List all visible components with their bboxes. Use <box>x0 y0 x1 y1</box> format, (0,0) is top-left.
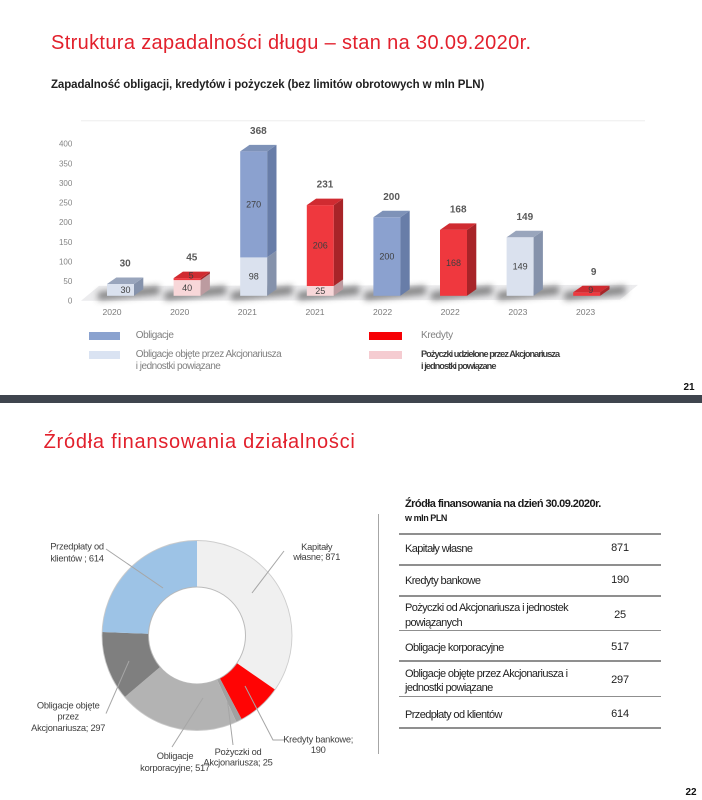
svg-text:350: 350 <box>59 159 73 168</box>
svg-text:149: 149 <box>513 262 528 272</box>
svg-text:206: 206 <box>313 241 328 251</box>
svg-text:168: 168 <box>450 204 467 215</box>
svg-text:przez: przez <box>57 712 79 722</box>
svg-text:40: 40 <box>182 283 192 293</box>
svg-text:Kapitały: Kapitały <box>301 542 333 552</box>
svg-text:własne; 871: własne; 871 <box>292 552 340 562</box>
svg-text:270: 270 <box>246 199 261 209</box>
svg-text:2020: 2020 <box>102 307 121 317</box>
svg-text:9: 9 <box>591 267 597 278</box>
svg-text:25: 25 <box>315 286 325 296</box>
svg-text:300: 300 <box>59 179 73 188</box>
svg-text:Akcjonariusza; 297: Akcjonariusza; 297 <box>31 723 105 733</box>
svg-text:korporacyjne; 517: korporacyjne; 517 <box>140 763 210 773</box>
svg-text:50: 50 <box>63 277 72 286</box>
svg-text:Pożyczki od: Pożyczki od <box>215 747 262 757</box>
svg-text:2021: 2021 <box>305 307 324 317</box>
svg-text:2023: 2023 <box>576 307 595 317</box>
svg-text:2023: 2023 <box>508 307 527 317</box>
svg-text:Przedpłaty od: Przedpłaty od <box>50 542 104 552</box>
svg-text:200: 200 <box>59 218 73 227</box>
svg-text:Akcjonariusza; 25: Akcjonariusza; 25 <box>203 758 272 768</box>
svg-text:98: 98 <box>249 272 259 282</box>
svg-text:2020: 2020 <box>170 307 189 317</box>
svg-text:150: 150 <box>59 238 73 247</box>
svg-text:5: 5 <box>189 271 194 281</box>
svg-text:2021: 2021 <box>238 307 257 317</box>
svg-text:45: 45 <box>186 253 198 264</box>
svg-text:168: 168 <box>446 258 461 268</box>
svg-text:9: 9 <box>588 285 593 295</box>
svg-text:190: 190 <box>311 745 326 755</box>
svg-text:Obligacje objęte: Obligacje objęte <box>37 701 100 711</box>
svg-text:0: 0 <box>68 297 73 306</box>
svg-text:30: 30 <box>120 285 130 295</box>
svg-text:Kredyty bankowe;: Kredyty bankowe; <box>283 735 353 745</box>
svg-text:200: 200 <box>383 192 400 203</box>
svg-text:149: 149 <box>516 212 533 223</box>
svg-text:200: 200 <box>379 252 394 262</box>
svg-text:100: 100 <box>59 257 73 266</box>
svg-text:368: 368 <box>250 126 267 137</box>
svg-text:2022: 2022 <box>441 307 460 317</box>
svg-text:klientów ; 614: klientów ; 614 <box>50 554 103 564</box>
svg-text:30: 30 <box>120 259 132 270</box>
svg-text:400: 400 <box>59 140 73 149</box>
svg-text:250: 250 <box>59 199 73 208</box>
svg-text:2022: 2022 <box>373 307 392 317</box>
svg-text:Obligacje: Obligacje <box>157 751 194 761</box>
svg-text:231: 231 <box>317 180 334 191</box>
